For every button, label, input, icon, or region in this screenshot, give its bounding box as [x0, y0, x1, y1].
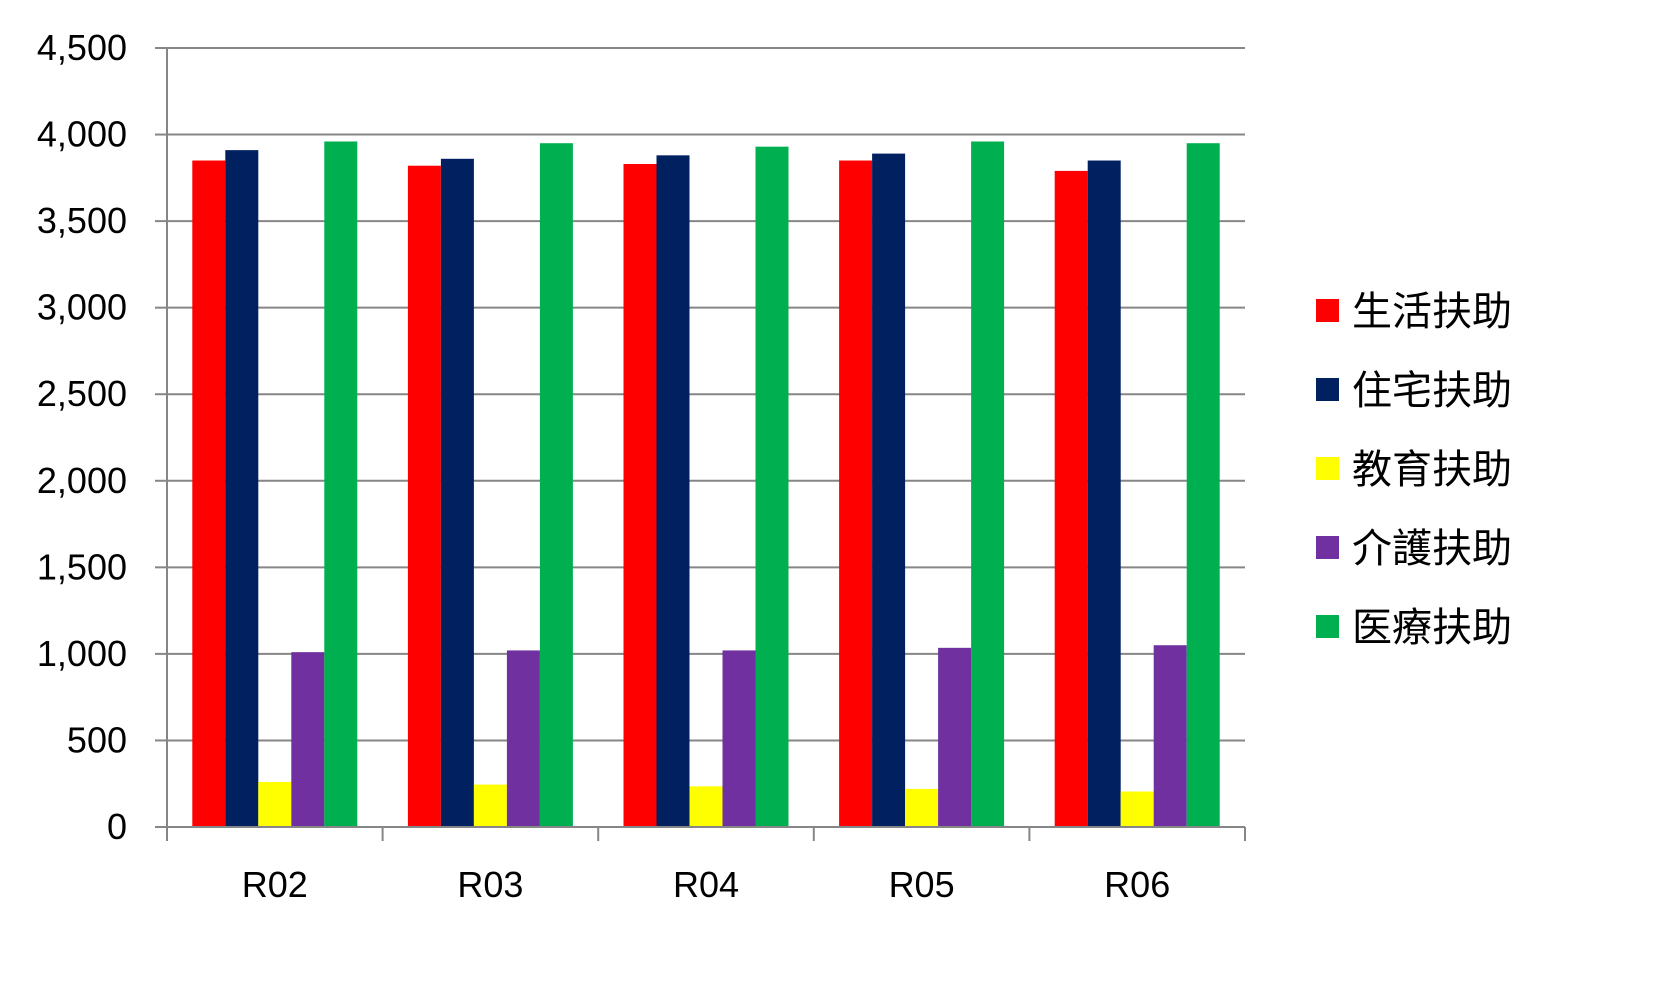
x-tick-label: R02 — [242, 864, 308, 905]
y-tick-label: 1,500 — [37, 546, 127, 587]
y-tick-label: 4,000 — [37, 114, 127, 155]
y-tick-label: 4,500 — [37, 27, 127, 68]
bar-R03-2 — [473, 784, 507, 827]
y-tick-label: 2,000 — [37, 460, 127, 501]
bar-R06-1 — [1087, 160, 1121, 827]
x-tick-label: R04 — [673, 864, 739, 905]
legend-swatch — [1316, 378, 1339, 401]
bar-R03-1 — [440, 158, 474, 827]
bar-R05-2 — [905, 788, 939, 827]
y-tick-label: 2,500 — [37, 373, 127, 414]
legend-label: 教育扶助 — [1352, 447, 1512, 493]
bar-R06-4 — [1186, 143, 1220, 827]
bar-R03-4 — [539, 143, 573, 827]
bar-R02-0 — [192, 160, 226, 827]
bar-R06-3 — [1153, 645, 1187, 827]
bar-R04-3 — [722, 650, 756, 827]
y-tick-label: 3,000 — [37, 287, 127, 328]
bar-R06-2 — [1120, 791, 1154, 827]
bar-R05-3 — [938, 647, 972, 827]
bar-R05-1 — [872, 153, 906, 827]
x-tick-label: R06 — [1104, 864, 1170, 905]
x-tick-labels: R02 R03 R04 R05 R06 — [242, 864, 1170, 905]
bar-R02-2 — [258, 781, 292, 827]
legend-label: 生活扶助 — [1352, 289, 1512, 335]
y-tick-label: 3,500 — [37, 200, 127, 241]
bar-R05-0 — [839, 160, 873, 827]
y-tick-label: 1,000 — [37, 633, 127, 674]
legend-swatch — [1316, 615, 1339, 638]
bar-R04-4 — [755, 146, 789, 827]
y-tick-label: 0 — [107, 806, 127, 847]
legend-swatch — [1316, 457, 1339, 480]
legend-swatch — [1316, 536, 1339, 559]
axes — [155, 47, 1246, 841]
bar-R02-4 — [324, 141, 358, 828]
bars — [192, 141, 1220, 828]
bar-R02-1 — [225, 150, 259, 827]
bar-R04-0 — [623, 163, 657, 828]
legend-label: 医療扶助 — [1352, 605, 1512, 651]
y-tick-labels: 0 500 1,000 1,500 2,000 2,500 3,000 3,500 4,000 4… — [37, 27, 127, 847]
legend-swatch — [1316, 299, 1339, 322]
bar-R04-2 — [689, 786, 723, 827]
x-tick-label: R05 — [889, 864, 955, 905]
bar-R04-1 — [656, 155, 690, 828]
bar-R03-0 — [407, 165, 441, 827]
bar-R05-4 — [971, 141, 1005, 828]
legend-label: 介護扶助 — [1352, 526, 1512, 572]
x-tick-label: R03 — [457, 864, 523, 905]
bar-R02-3 — [291, 652, 325, 827]
bar-R06-0 — [1054, 170, 1088, 828]
bar-R03-3 — [506, 650, 540, 827]
legend-label: 住宅扶助 — [1352, 368, 1512, 414]
y-tick-label: 500 — [67, 719, 127, 760]
